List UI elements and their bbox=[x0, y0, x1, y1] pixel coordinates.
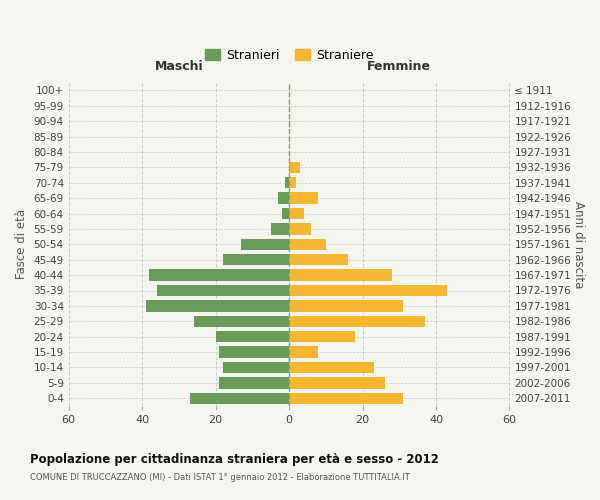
Bar bbox=[289, 192, 319, 204]
Bar bbox=[289, 300, 403, 312]
Y-axis label: Fasce di età: Fasce di età bbox=[15, 209, 28, 280]
Bar bbox=[289, 284, 447, 296]
Bar bbox=[190, 392, 289, 404]
Bar bbox=[282, 208, 289, 220]
Bar bbox=[289, 316, 425, 327]
Bar bbox=[219, 377, 289, 388]
Bar bbox=[289, 208, 304, 220]
Bar bbox=[289, 392, 403, 404]
Bar bbox=[289, 223, 311, 234]
Bar bbox=[289, 162, 300, 173]
Bar bbox=[215, 331, 289, 342]
Bar bbox=[289, 177, 296, 188]
Bar bbox=[278, 192, 289, 204]
Bar bbox=[286, 177, 289, 188]
Text: Maschi: Maschi bbox=[155, 60, 203, 74]
Bar bbox=[223, 362, 289, 374]
Bar bbox=[149, 270, 289, 281]
Bar bbox=[289, 377, 385, 388]
Bar bbox=[289, 238, 326, 250]
Text: COMUNE DI TRUCCAZZANO (MI) - Dati ISTAT 1° gennaio 2012 - Elaborazione TUTTITALI: COMUNE DI TRUCCAZZANO (MI) - Dati ISTAT … bbox=[30, 472, 410, 482]
Bar bbox=[289, 270, 392, 281]
Y-axis label: Anni di nascita: Anni di nascita bbox=[572, 200, 585, 288]
Bar bbox=[194, 316, 289, 327]
Bar bbox=[157, 284, 289, 296]
Bar bbox=[241, 238, 289, 250]
Text: Femmine: Femmine bbox=[367, 60, 431, 74]
Legend: Stranieri, Straniere: Stranieri, Straniere bbox=[200, 44, 379, 66]
Bar bbox=[219, 346, 289, 358]
Bar bbox=[271, 223, 289, 234]
Bar bbox=[289, 362, 374, 374]
Bar bbox=[223, 254, 289, 266]
Text: Popolazione per cittadinanza straniera per età e sesso - 2012: Popolazione per cittadinanza straniera p… bbox=[30, 452, 439, 466]
Bar bbox=[289, 331, 355, 342]
Bar bbox=[289, 254, 348, 266]
Bar bbox=[146, 300, 289, 312]
Bar bbox=[289, 346, 319, 358]
